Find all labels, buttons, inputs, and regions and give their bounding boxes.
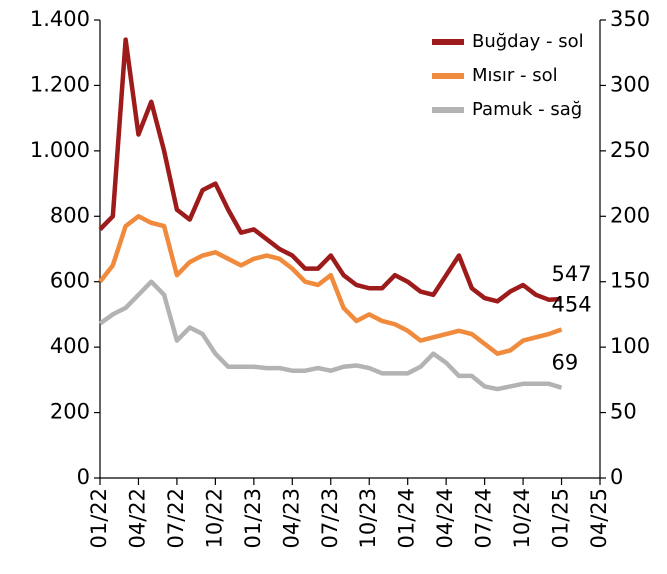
x-tick-label: 04/25 — [587, 488, 611, 549]
y2-tick-label: 0 — [610, 465, 623, 489]
x-tick-label: 01/24 — [395, 488, 419, 549]
end-label: 547 — [552, 262, 592, 286]
y-tick-label: 0 — [77, 465, 90, 489]
legend-label: Buğday - sol — [472, 31, 584, 52]
y2-tick-label: 350 — [610, 7, 650, 31]
y2-tick-label: 200 — [610, 203, 650, 227]
y2-tick-label: 50 — [610, 400, 637, 424]
x-tick-label: 01/25 — [549, 488, 573, 549]
y-tick-label: 600 — [50, 269, 90, 293]
y2-tick-label: 300 — [610, 72, 650, 96]
x-tick-label: 10/23 — [356, 488, 380, 549]
x-tick-label: 07/22 — [164, 488, 188, 549]
y-tick-label: 400 — [50, 334, 90, 358]
x-tick-label: 04/24 — [433, 488, 457, 549]
x-tick-label: 04/22 — [125, 488, 149, 549]
series-line — [98, 37, 562, 304]
end-label: 454 — [552, 292, 592, 316]
x-tick-label: 01/23 — [241, 488, 265, 549]
series-line — [98, 214, 563, 356]
x-tick-label: 01/22 — [87, 488, 111, 549]
series-line — [98, 279, 563, 392]
y2-tick-label: 100 — [610, 334, 650, 358]
y-tick-label: 800 — [50, 203, 90, 227]
x-tick-label: 07/24 — [472, 488, 496, 549]
legend-label: Pamuk - sağ — [472, 99, 582, 120]
y-tick-label: 1.000 — [30, 138, 90, 162]
y2-tick-label: 150 — [610, 269, 650, 293]
legend-label: Mısır - sol — [472, 65, 558, 86]
y-tick-label: 200 — [50, 400, 90, 424]
x-tick-label: 07/23 — [318, 488, 342, 549]
end-label: 69 — [552, 351, 579, 375]
y-tick-label: 1.400 — [30, 7, 90, 31]
y-tick-label: 1.200 — [30, 72, 90, 96]
y2-tick-label: 250 — [610, 138, 650, 162]
x-tick-label: 10/22 — [202, 488, 226, 549]
x-tick-label: 04/23 — [279, 488, 303, 549]
x-tick-label: 10/24 — [510, 488, 534, 549]
